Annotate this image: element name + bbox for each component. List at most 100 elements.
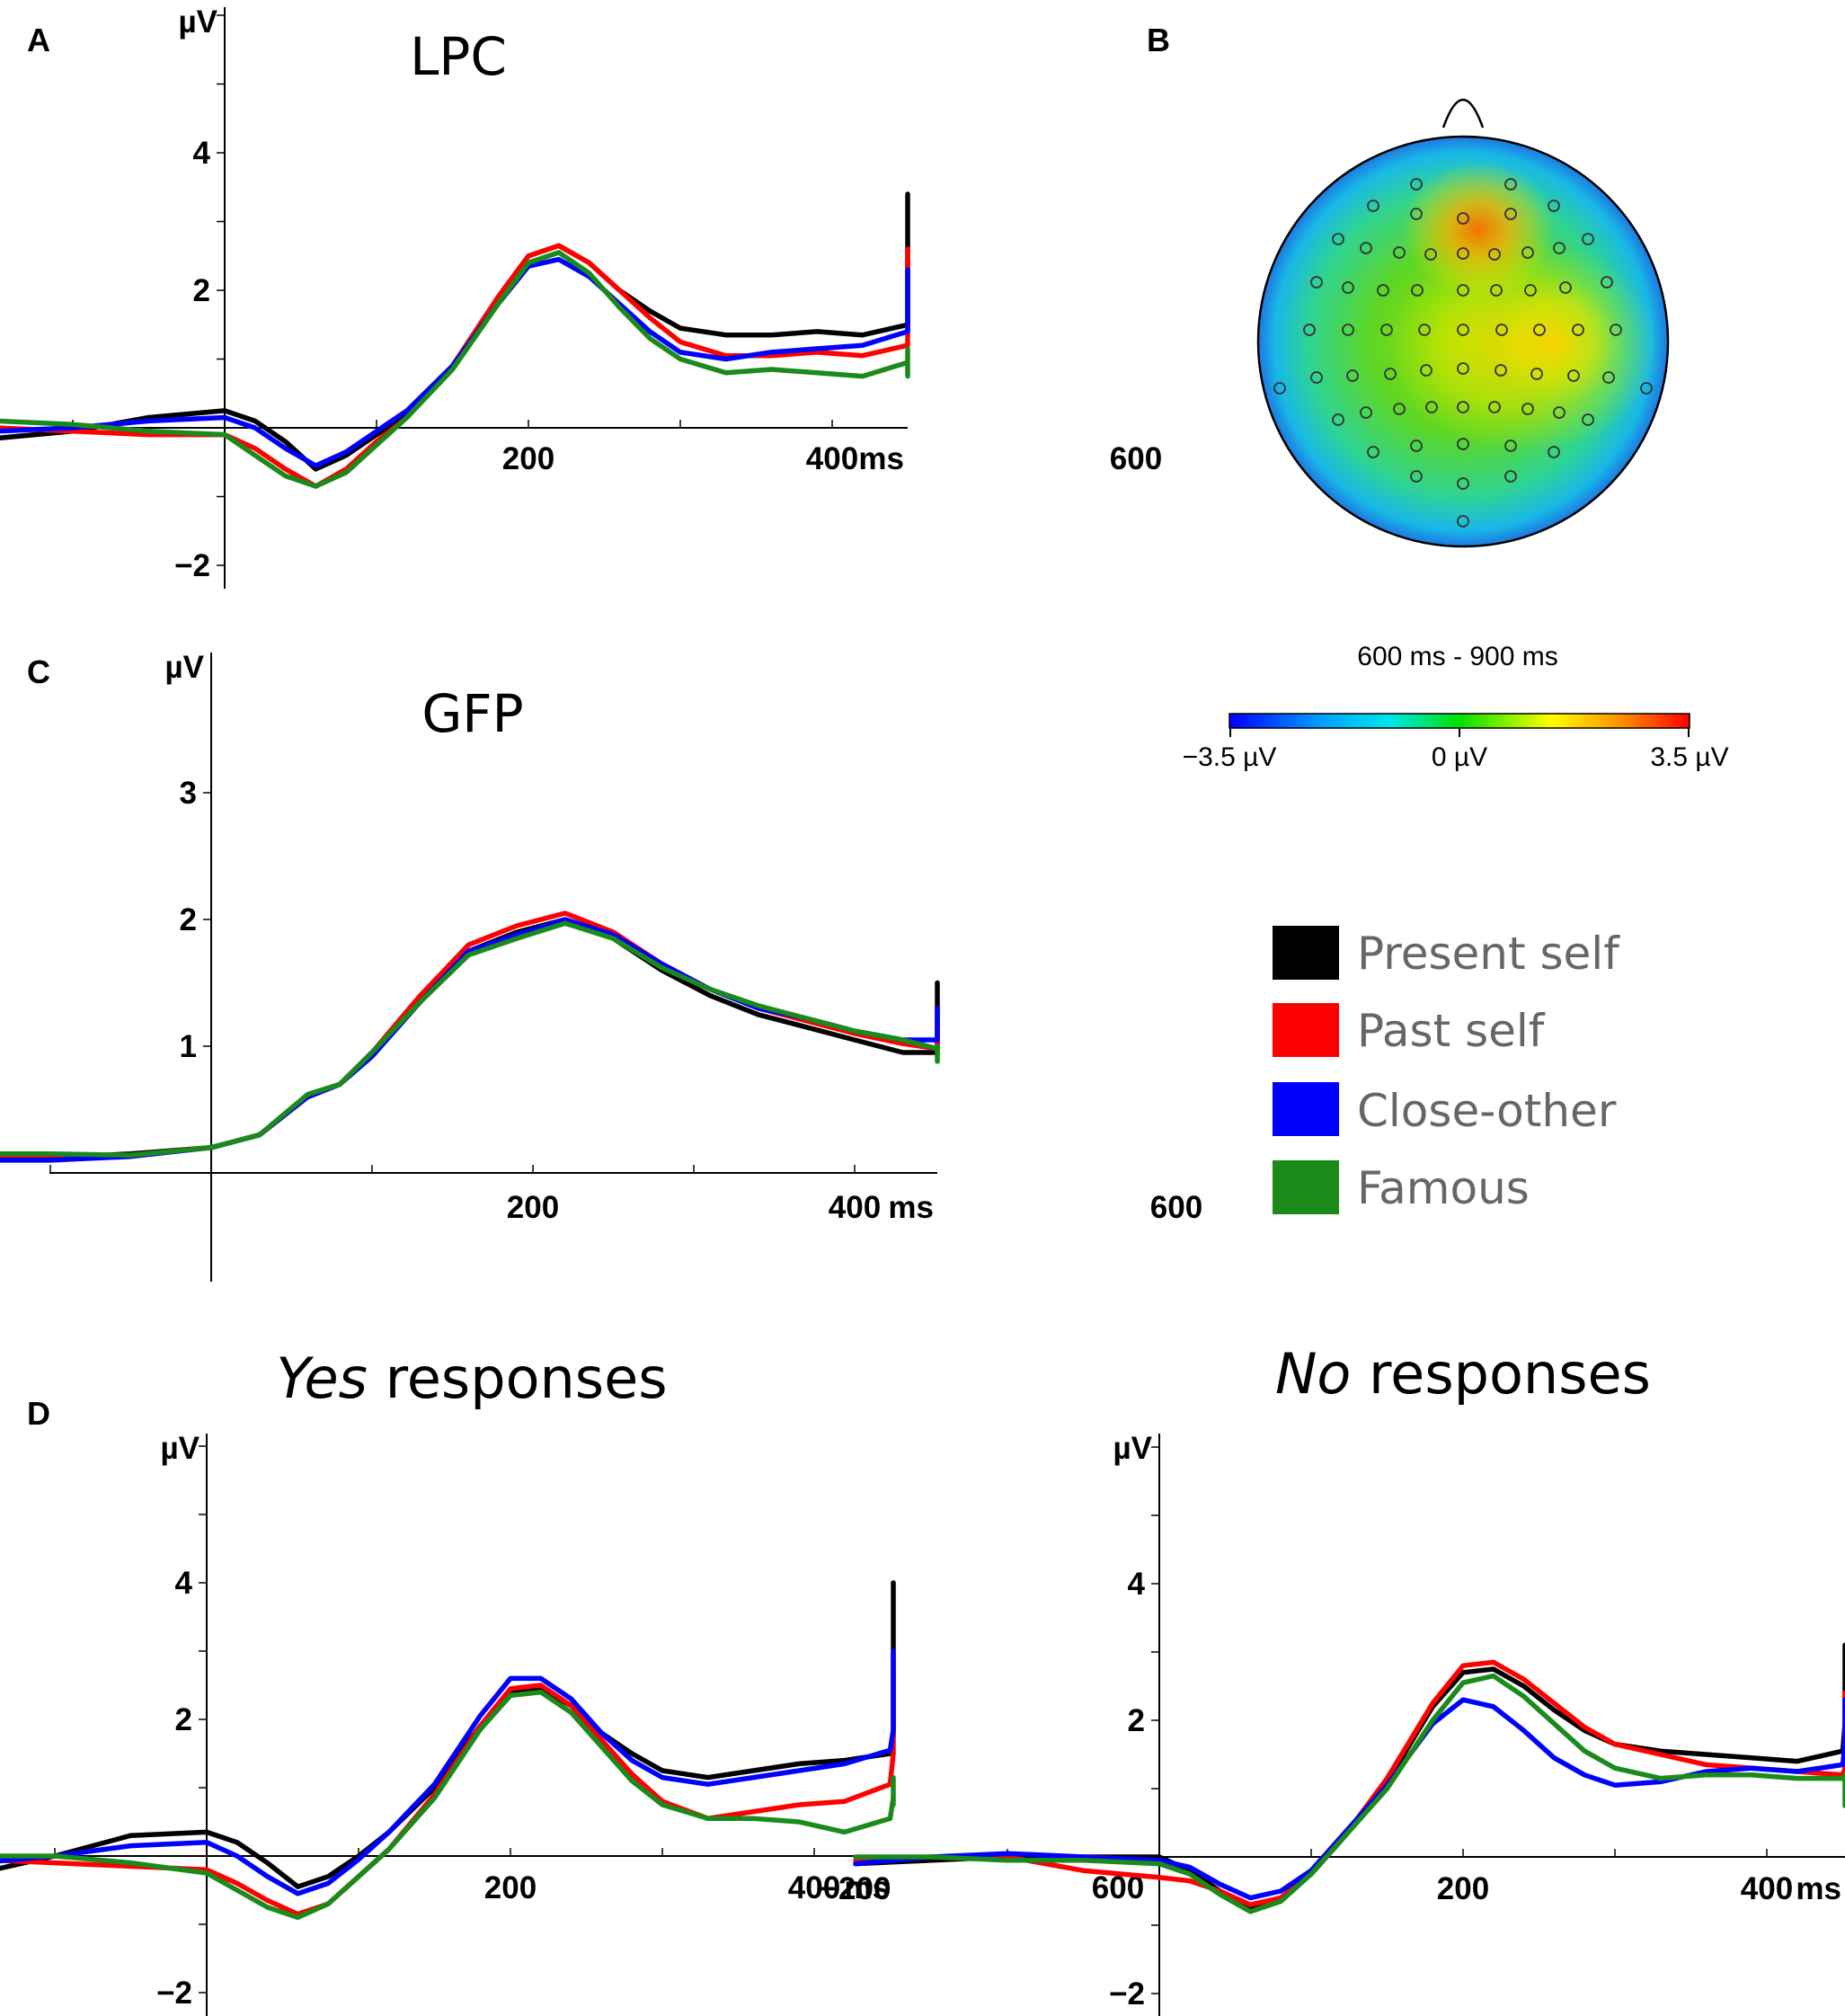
colorbar-mid-label: 0 µV: [1432, 742, 1487, 772]
series-line-past-self: [853, 1659, 1845, 1907]
responses-word: responses: [368, 1345, 668, 1411]
y-tick-label: 2: [193, 273, 210, 308]
electrode-marker: [1377, 284, 1389, 297]
y-axis-label: µV: [164, 650, 204, 685]
electrode-marker: [1332, 413, 1344, 426]
electrode-marker: [1457, 212, 1469, 225]
series-line-famous: [853, 1673, 1845, 1914]
electrode-marker: [1303, 324, 1316, 336]
series-line-famous: [0, 250, 910, 489]
electrode-marker: [1521, 403, 1534, 415]
y-axis-label: µV: [1113, 1431, 1152, 1466]
x-tick-label: 400: [829, 1190, 881, 1225]
lpc-title: LPC: [410, 26, 507, 87]
responses-word: responses: [1351, 1341, 1651, 1407]
electrode-marker: [1524, 284, 1537, 297]
y-tick-label: −2: [156, 1976, 192, 2011]
no-word: No: [1275, 1341, 1351, 1407]
electrode-marker: [1572, 324, 1584, 336]
electrode-marker: [1410, 470, 1423, 483]
series-legend: Present self Past self Close-other Famou…: [1273, 926, 1620, 1214]
x-tick-label: 400: [788, 1870, 840, 1905]
y-tick-label: 4: [175, 1566, 193, 1601]
legend-item-present-self: Present self: [1273, 926, 1620, 980]
electrode-marker: [1457, 284, 1469, 297]
legend-label: Famous: [1357, 1162, 1530, 1214]
electrode-marker: [1457, 477, 1469, 490]
electrode-marker: [1504, 178, 1517, 191]
x-axis-label: ms: [858, 441, 904, 476]
electrode-marker: [1601, 276, 1613, 289]
legend-swatch: [1273, 1003, 1339, 1057]
y-axis-label: µV: [160, 1431, 200, 1466]
electrode-marker: [1310, 371, 1323, 384]
panel-label-c: C: [27, 653, 50, 690]
series-line-present-self: [853, 1642, 1845, 1911]
panel-label-d: D: [27, 1395, 50, 1432]
electrode-marker: [1495, 364, 1507, 377]
panel-label-a: A: [27, 22, 50, 58]
electrode-marker: [1425, 401, 1438, 413]
y-tick-label: 1: [180, 1029, 197, 1064]
electrode-marker: [1367, 446, 1379, 458]
series-line-close-other: [0, 256, 910, 468]
legend-label: Present self: [1357, 928, 1620, 980]
electrode-marker: [1521, 246, 1534, 259]
electrode-marker: [1393, 246, 1406, 259]
y-tick-label: 4: [1128, 1567, 1146, 1602]
legend-item-close-other: Close-other: [1273, 1082, 1617, 1137]
electrode-marker: [1273, 382, 1286, 395]
x-tick-label: 400: [1741, 1871, 1793, 1906]
y-tick-label: −2: [174, 548, 210, 583]
panel-label-b: B: [1147, 22, 1170, 58]
electrode-marker: [1548, 200, 1560, 212]
electrode-marker: [1582, 233, 1594, 245]
colorbar: [1229, 713, 1690, 729]
electrode-marker: [1602, 371, 1615, 384]
x-tick-label: 400: [806, 441, 858, 476]
electrode-marker: [1457, 515, 1469, 528]
electrode-marker: [1610, 324, 1622, 336]
legend-label: Close-other: [1357, 1085, 1617, 1137]
electrode-marker: [1367, 200, 1379, 212]
series-line-famous: [0, 1689, 896, 1921]
x-tick-label: −200: [820, 1871, 891, 1906]
electrode-marker: [1410, 178, 1423, 191]
electrode-marker: [1346, 369, 1359, 382]
electrode-marker: [1310, 276, 1323, 289]
series-line-present-self: [0, 191, 910, 472]
electrode-marker: [1640, 382, 1653, 395]
series-line-famous: [0, 920, 940, 1159]
no-responses-title: No responses: [1275, 1341, 1651, 1407]
series-line-past-self: [0, 1669, 896, 1917]
electrode-marker: [1488, 248, 1501, 261]
electrode-marker: [1553, 406, 1566, 419]
yes-word: Yes: [276, 1345, 368, 1411]
electrode-marker: [1488, 401, 1501, 413]
y-axis-label: µV: [178, 4, 217, 40]
electrode-marker: [1582, 413, 1594, 426]
x-axis-label: ms: [844, 1870, 890, 1905]
yes-responses-title: Yes responses: [276, 1345, 667, 1411]
electrode-marker: [1504, 440, 1517, 452]
electrode-marker: [1418, 324, 1431, 336]
legend-item-past-self: Past self: [1273, 1003, 1546, 1057]
electrode-marker: [1393, 403, 1406, 415]
y-tick-label: 2: [180, 902, 197, 937]
electrode-marker: [1332, 233, 1344, 245]
electrode-marker: [1457, 362, 1469, 375]
y-tick-label: 2: [1128, 1703, 1145, 1738]
electrode-marker: [1504, 470, 1517, 483]
y-tick-label: 2: [175, 1702, 192, 1737]
x-axis-label: ms: [888, 1190, 934, 1225]
electrode-marker: [1559, 281, 1572, 294]
nose-icon: [1441, 99, 1485, 129]
gfp-title: GFP: [421, 683, 523, 744]
x-tick-label: 200: [502, 441, 554, 476]
electrode-marker: [1457, 247, 1469, 260]
x-tick-label: 600: [1110, 441, 1162, 476]
series-line-close-other: [853, 1697, 1845, 1901]
electrode-marker: [1490, 284, 1503, 297]
legend-label: Past self: [1357, 1005, 1546, 1057]
